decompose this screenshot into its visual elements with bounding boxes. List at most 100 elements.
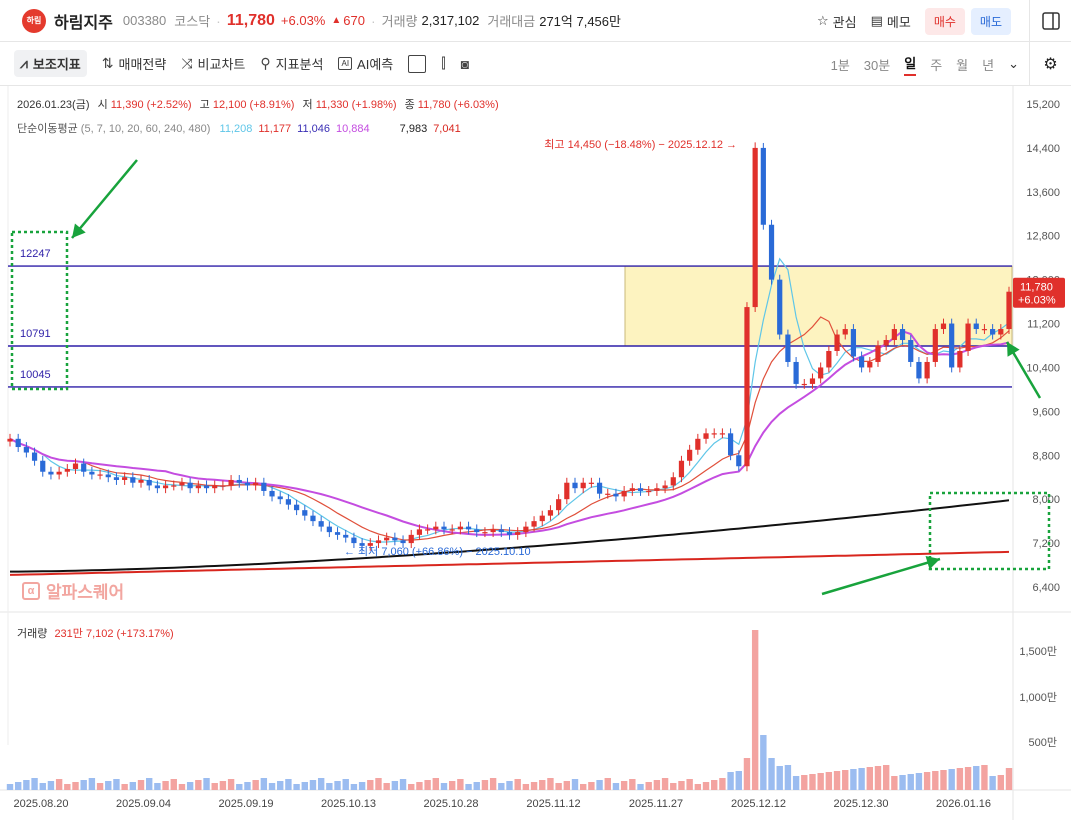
volume-bar [858,768,865,790]
candle-body [203,485,210,489]
period-30min[interactable]: 30분 [863,57,891,73]
indicators-button[interactable]: ⩘ 보조지표 [14,50,87,77]
candle-body [498,529,504,533]
volume-bar [702,782,710,790]
candle-body [465,526,472,530]
y-tick-label: 7,200 [1032,538,1060,550]
candle-body [334,532,341,535]
change-amount: 670 [343,13,365,28]
screenshot-button[interactable]: ◙ [461,56,469,72]
y-tick-label: 12,000 [1026,275,1060,287]
price-tag-box [1013,277,1065,308]
volume-bar [645,782,652,790]
volume-bar [186,782,194,790]
candle-body [105,474,111,478]
buy-button[interactable]: 매수 [924,7,965,35]
candle-body [228,479,234,486]
candle-body [801,383,807,386]
volume-bar [219,781,227,790]
change-percent: +6.03% [280,13,326,28]
y-tick-label: 15,200 [1026,99,1060,111]
period-1min[interactable]: 1분 [830,57,850,73]
camera-icon: ◙ [460,55,470,72]
volume-bar [760,735,767,790]
candle-body [793,361,799,384]
candle-body [924,361,930,379]
market-label: 코스닥 [174,14,211,29]
volume-info: 거래량 231만 7,102 (+173.17%) [17,628,174,640]
arrow-to-longma [821,557,941,596]
strategy-button[interactable]: ⇅ 매매전략 [101,55,167,72]
x-tick-label: 2025.12.30 [833,798,888,810]
analysis-icon: ⚲ [260,55,271,71]
candle-body [760,147,766,225]
ai-predict-button[interactable]: AI AI예측 [338,54,393,73]
candle-body [809,378,816,384]
candle-body [883,340,889,346]
volume-bar [14,782,22,790]
period-year[interactable]: 년 [982,57,995,73]
volume-tick-label: 500만 [1029,736,1057,749]
volume-bar [711,780,718,790]
watchlist-button[interactable]: ☆ 관심 [817,13,857,30]
candle-body [547,510,554,516]
volume-bar [358,782,366,790]
ma-value-3: 10,884 [336,123,370,135]
candle-body [556,499,562,511]
candle-body [646,490,652,493]
memo-icon: ▤ [870,13,883,28]
settings-button[interactable]: ⚙ [1029,42,1071,86]
volume-bar [833,771,841,790]
analysis-button[interactable]: ⚲ 지표분석 [260,55,324,72]
volume-value: 2,317,102 [421,13,480,28]
volume-label: 거래량 [381,14,418,29]
candle-body [171,485,177,487]
candle-body [146,479,152,486]
ma-values: 11,208 11,177 11,046 10,884 7,983 7,041 [214,123,461,135]
candle-body [375,540,382,544]
x-tick-label: 2026.01.16 [936,798,991,810]
volume-bar [342,779,349,790]
y-tick-label: 14,400 [1026,143,1060,155]
chevron-down-icon[interactable]: ⌄ [1008,56,1019,71]
candle-body [220,485,226,487]
volume-bar [162,781,169,790]
candle-body [842,329,848,335]
compare-button[interactable]: ⤨ 비교차트 [181,55,246,72]
candle-body [138,479,144,483]
period-week[interactable]: 주 [930,57,943,73]
layout-button[interactable] [408,54,427,73]
chart-type-button[interactable]: ⫿ [441,55,445,72]
candle-body [695,438,701,450]
sell-button[interactable]: 매도 [970,7,1011,35]
side-panel-toggle[interactable] [1029,0,1071,42]
candle-body [506,532,513,535]
memo-button[interactable]: ▤ 메모 [870,13,911,30]
period-month[interactable]: 월 [956,57,969,73]
x-tick-label: 2025.11.12 [526,798,580,810]
price-zone-box [624,265,1013,347]
candle-body [752,147,758,308]
ma-value-4: 7,983 [399,123,428,135]
x-tick-label: 2025.09.19 [218,798,273,810]
volume-bar [465,784,472,790]
volume-bar [768,758,775,790]
volume-bar [555,783,562,790]
volume-bar [653,780,661,790]
volume-bar [227,779,235,790]
candle-body [719,433,726,435]
panel-icon [1041,12,1060,30]
candle-body [474,529,480,533]
volume-bar [997,775,1005,790]
volume-bar [678,781,685,790]
y-tick-label: 8,800 [1032,450,1060,462]
candle-body [457,526,463,530]
candle-body [908,340,914,362]
candle-body [940,323,947,330]
period-day[interactable]: 일 [904,53,917,76]
candle-body [932,329,938,362]
candle-body [596,482,603,494]
candle-body [629,488,635,491]
low-annotation: ← 최저 7,060 (+66.86%) − 2025.10.10 [344,545,531,558]
candle-body [687,449,693,461]
